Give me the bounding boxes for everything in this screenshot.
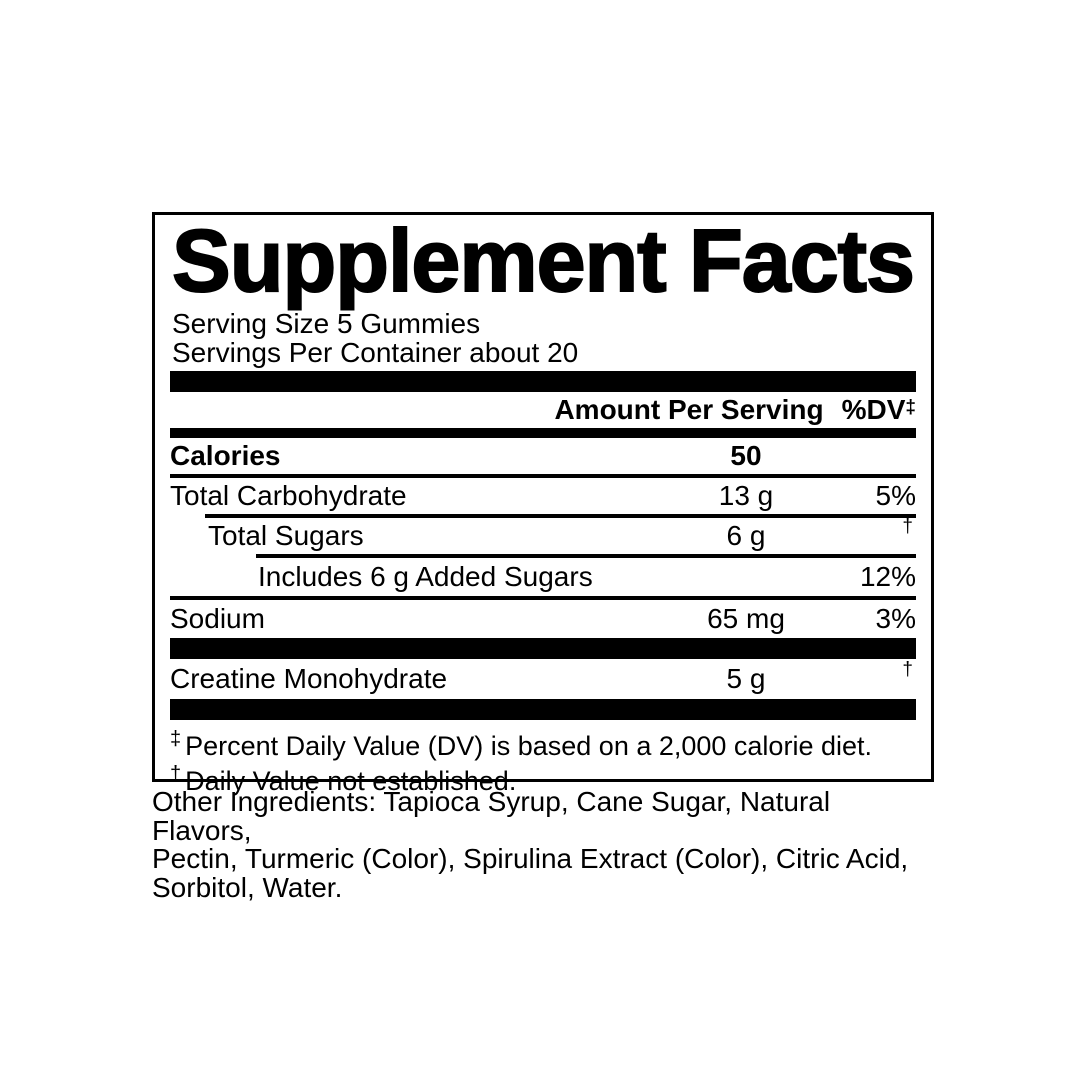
divider-bar-thick [170, 371, 916, 392]
nutrient-name: Sodium [170, 603, 265, 634]
nutrient-name: Total Carbohydrate [170, 480, 407, 511]
nutrient-dv-dagger: † [902, 516, 913, 537]
footnotes: ‡ Percent Daily Value (DV) is based on a … [170, 725, 916, 795]
nutrient-row-sodium: Sodium 65 mg 3% [170, 600, 916, 638]
footnote-text: Percent Daily Value (DV) is based on a 2… [185, 731, 872, 761]
divider-bar-thick [170, 638, 916, 659]
nutrient-row-added-sugars: Includes 6 g Added Sugars 12% [170, 558, 916, 596]
panel-title: Supplement Facts [171, 211, 916, 310]
footnote-dv-not-established: † Daily Value not established. [170, 760, 916, 795]
nutrient-row-total-sugars: Total Sugars 6 g † [170, 516, 916, 554]
nutrient-row-total-carbohydrate: Total Carbohydrate 13 g 5% [170, 478, 916, 514]
double-dagger-symbol: ‡ [170, 728, 182, 750]
nutrient-amount: 50 [730, 440, 762, 471]
nutrient-dv: 12% [859, 561, 916, 592]
footnote-text: Daily Value not established. [185, 766, 517, 796]
nutrient-amount: 5 g [726, 663, 766, 694]
serving-info: Serving Size 5 Gummies Servings Per Cont… [170, 309, 916, 367]
nutrient-name: Calories [170, 440, 281, 471]
footnote-percent-dv: ‡ Percent Daily Value (DV) is based on a … [170, 725, 916, 760]
column-header: Amount Per Serving %DV ‡ [170, 392, 916, 428]
nutrient-amount: 13 g [718, 480, 774, 511]
nutrient-name: Creatine Monohydrate [170, 663, 448, 694]
divider-line-indented [205, 514, 916, 518]
divider-line [170, 474, 916, 478]
dv-header: %DV [841, 394, 906, 425]
nutrient-amount: 65 mg [707, 603, 785, 634]
divider-bar-thick [170, 699, 916, 720]
supplement-facts-panel: Supplement Facts Serving Size 5 Gummies … [152, 211, 934, 795]
servings-per-container: Servings Per Container about 20 [172, 337, 579, 368]
other-ingredients-line: Other Ingredients: Tapioca Syrup, Cane S… [152, 786, 831, 846]
nutrient-dv: 3% [875, 603, 916, 634]
other-ingredients: Other Ingredients: Tapioca Syrup, Cane S… [152, 786, 932, 903]
nutrient-dv: 5% [875, 480, 916, 511]
other-ingredients-line: Pectin, Turmeric (Color), Spirulina Extr… [152, 843, 909, 874]
other-ingredients-line: Sorbitol, Water. [152, 871, 343, 903]
divider-line [170, 596, 916, 600]
serving-size: Serving Size 5 Gummies [172, 308, 481, 339]
nutrient-name: Total Sugars [208, 520, 364, 551]
divider-line-indented [256, 554, 916, 558]
nutrient-amount: 6 g [726, 520, 766, 551]
divider-bar-medium [170, 428, 916, 438]
dv-header-symbol: ‡ [905, 397, 916, 418]
amount-per-serving-header: Amount Per Serving [554, 394, 824, 425]
nutrient-row-calories: Calories 50 [170, 438, 916, 474]
nutrient-dv-dagger: † [902, 659, 913, 680]
nutrient-name: Includes 6 g Added Sugars [258, 561, 593, 592]
dagger-symbol: † [170, 763, 182, 785]
nutrient-row-creatine-monohydrate: Creatine Monohydrate 5 g † [170, 659, 916, 699]
